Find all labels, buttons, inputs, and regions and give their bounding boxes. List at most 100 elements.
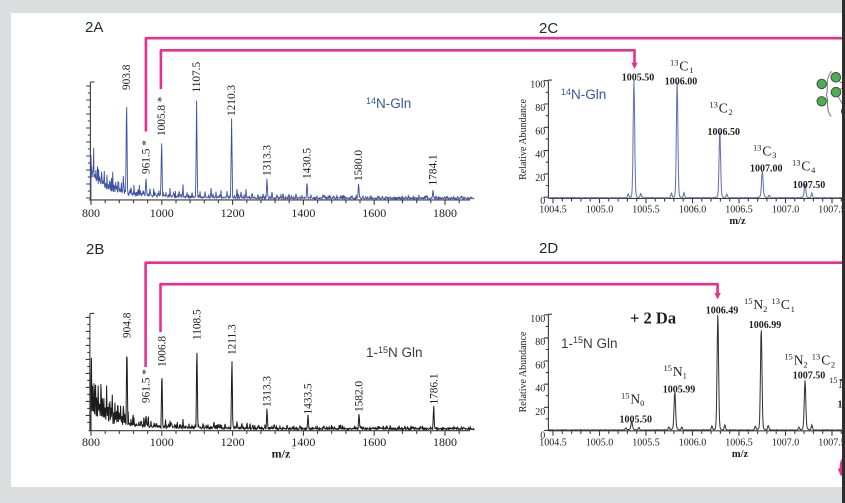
svg-text:1600: 1600	[362, 435, 386, 449]
svg-text:4: 4	[811, 165, 816, 175]
svg-text:C: C	[801, 158, 810, 173]
svg-text:N: N	[630, 392, 640, 407]
svg-text:1007.00: 1007.00	[750, 163, 783, 174]
svg-text:1108.5: 1108.5	[192, 309, 204, 340]
svg-text:1005.50: 1005.50	[619, 414, 652, 425]
svg-text:1004.5: 1004.5	[539, 205, 567, 216]
svg-text:1005.8 *: 1005.8 *	[156, 96, 168, 136]
svg-text:903.8: 903.8	[121, 64, 133, 90]
svg-text:40: 40	[535, 384, 545, 395]
svg-text:1006.49: 1006.49	[706, 305, 739, 316]
svg-text:N: N	[673, 364, 683, 379]
svg-text:Relative Abundance: Relative Abundance	[518, 331, 529, 412]
svg-text:13: 13	[772, 296, 781, 306]
svg-text:1006.50: 1006.50	[707, 127, 740, 138]
svg-text:1005.5: 1005.5	[632, 438, 660, 449]
svg-text:15: 15	[784, 352, 793, 362]
svg-text:1800: 1800	[433, 206, 457, 220]
svg-text:C: C	[821, 353, 830, 368]
svg-text:961.5 *: 961.5 *	[141, 369, 153, 403]
svg-text:1600: 1600	[362, 206, 386, 220]
svg-text:1: 1	[791, 304, 795, 314]
svg-text:C: C	[719, 101, 728, 116]
svg-text:2: 2	[729, 107, 733, 117]
svg-text:1006.99: 1006.99	[749, 320, 782, 331]
svg-text:1007.0: 1007.0	[772, 438, 800, 449]
svg-text:1313.3: 1313.3	[262, 145, 274, 176]
svg-text:=: =	[292, 444, 296, 452]
svg-text:C: C	[679, 58, 688, 73]
svg-text:100: 100	[530, 80, 545, 91]
svg-text:1210.3: 1210.3	[226, 85, 238, 116]
svg-text:15: 15	[829, 375, 838, 385]
svg-text:1200: 1200	[221, 206, 245, 220]
svg-text:C: C	[762, 144, 771, 159]
svg-text:60: 60	[535, 360, 545, 371]
svg-text:1006.00: 1006.00	[665, 76, 698, 87]
svg-text:3: 3	[772, 150, 776, 160]
svg-text:10: 10	[838, 400, 845, 411]
svg-text:13: 13	[792, 157, 801, 167]
svg-text:1: 1	[689, 65, 693, 75]
svg-text:1582.0: 1582.0	[354, 381, 366, 412]
svg-text:80: 80	[535, 337, 545, 348]
svg-text:80: 80	[535, 103, 545, 114]
svg-text:m/z: m/z	[732, 449, 749, 460]
svg-text:1007.50: 1007.50	[793, 370, 826, 381]
svg-text:13: 13	[709, 100, 718, 110]
svg-text:1005.5: 1005.5	[632, 205, 660, 216]
svg-text:1006.5: 1006.5	[725, 205, 753, 216]
svg-text:100: 100	[530, 314, 545, 325]
svg-text:800: 800	[82, 206, 100, 220]
svg-text:60: 60	[535, 126, 545, 137]
svg-text:904.8: 904.8	[122, 312, 134, 338]
svg-text:1313.3: 1313.3	[262, 376, 274, 407]
svg-text:1005.99: 1005.99	[663, 384, 696, 395]
svg-text:1007.5: 1007.5	[818, 438, 845, 449]
svg-text:1800: 1800	[433, 435, 457, 449]
svg-text:961.5 *: 961.5 *	[141, 140, 153, 174]
svg-text:1400: 1400	[291, 435, 315, 449]
svg-text:1786.1: 1786.1	[428, 373, 440, 404]
svg-text:20: 20	[535, 407, 545, 418]
svg-text:2: 2	[763, 304, 767, 314]
svg-text:m/z: m/z	[729, 216, 746, 227]
svg-text:2: 2	[803, 360, 807, 370]
svg-text:1200: 1200	[221, 435, 245, 449]
svg-text:1006.5: 1006.5	[725, 438, 753, 449]
svg-text:0: 0	[540, 196, 545, 207]
svg-text:N: N	[753, 297, 763, 312]
svg-text:1006.0: 1006.0	[679, 438, 707, 449]
svg-text:1005.0: 1005.0	[586, 438, 614, 449]
svg-text:C: C	[781, 297, 790, 312]
svg-text:1400: 1400	[291, 206, 315, 220]
svg-text:40: 40	[535, 150, 545, 161]
svg-text:0: 0	[540, 430, 545, 441]
svg-text:1430.5: 1430.5	[302, 148, 314, 179]
svg-text:1784.1: 1784.1	[428, 154, 440, 185]
svg-text:1000: 1000	[150, 206, 174, 220]
svg-text:1433.5: 1433.5	[303, 383, 315, 414]
svg-text:1005.0: 1005.0	[586, 205, 614, 216]
svg-text:1107.5: 1107.5	[191, 62, 203, 93]
svg-text:1007.0: 1007.0	[772, 205, 800, 216]
svg-text:1: 1	[683, 371, 687, 381]
svg-text:0: 0	[640, 398, 644, 408]
svg-text:N: N	[794, 353, 804, 368]
svg-text:13: 13	[670, 57, 679, 67]
svg-text:Relative Abundance: Relative Abundance	[518, 99, 529, 180]
svg-text:20: 20	[535, 173, 545, 184]
svg-text:1580.0: 1580.0	[353, 150, 365, 181]
svg-text:13: 13	[753, 143, 762, 153]
svg-text:1005.50: 1005.50	[622, 73, 655, 84]
svg-text:15: 15	[621, 391, 630, 401]
svg-text:1006.8: 1006.8	[157, 336, 169, 367]
svg-text:N: N	[838, 376, 845, 391]
svg-text:1004.5: 1004.5	[539, 438, 567, 449]
svg-text:2: 2	[831, 360, 835, 370]
svg-text:1007.50: 1007.50	[793, 180, 826, 191]
svg-text:1211.3: 1211.3	[227, 324, 239, 355]
svg-text:15: 15	[744, 296, 753, 306]
svg-text:+ 2 Da: + 2 Da	[630, 308, 676, 327]
svg-text:13: 13	[812, 352, 821, 362]
